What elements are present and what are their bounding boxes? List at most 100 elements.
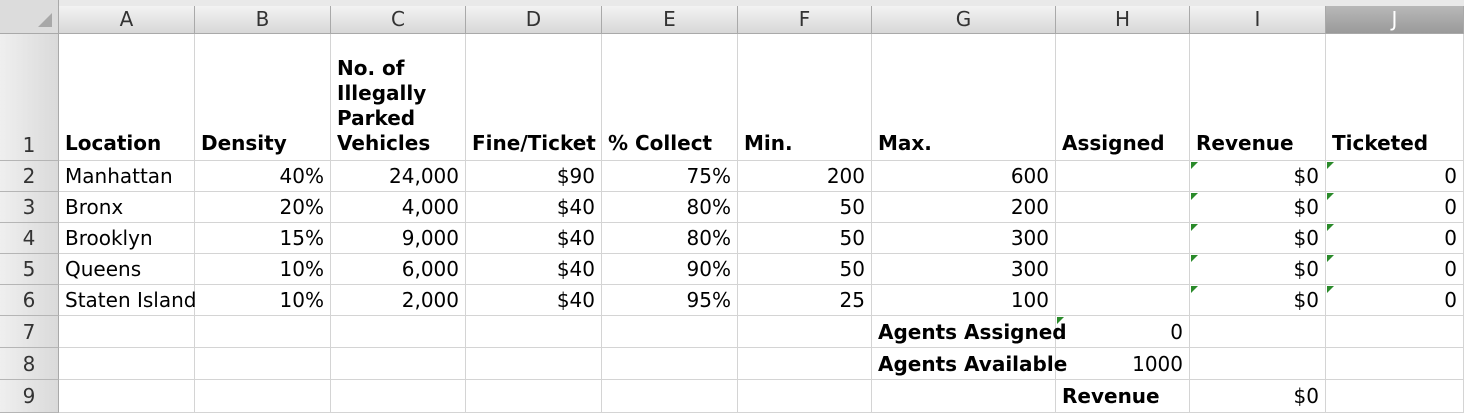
agents-assigned-label[interactable]: Agents Assigned (872, 316, 1067, 348)
cell-revenue[interactable]: $0 (1190, 254, 1326, 285)
column-header-e[interactable]: E (602, 6, 738, 34)
row-header-4[interactable]: 4 (0, 223, 59, 254)
cell-min[interactable]: 50 (738, 223, 872, 254)
row-header-2[interactable]: 2 (0, 161, 59, 192)
header-assigned[interactable]: Assigned (1056, 34, 1190, 161)
cell-location[interactable]: Staten Island (59, 285, 196, 316)
cell-location[interactable]: Manhattan (59, 161, 195, 192)
cell-density[interactable]: 10% (195, 254, 331, 285)
cell-collect[interactable]: 80% (602, 223, 738, 254)
column-header-f[interactable]: F (738, 6, 872, 34)
cell-assigned[interactable] (1056, 192, 1190, 223)
cell-assigned[interactable] (1056, 254, 1190, 285)
header-min[interactable]: Min. (738, 34, 872, 161)
cell-fine[interactable]: $40 (466, 223, 602, 254)
cell[interactable] (331, 380, 466, 413)
header-max[interactable]: Max. (872, 34, 1056, 161)
select-all-corner[interactable] (0, 0, 59, 34)
cell[interactable] (738, 348, 872, 380)
cell[interactable] (331, 316, 466, 348)
cell-location[interactable]: Queens (59, 254, 195, 285)
cell-vehicles[interactable]: 9,000 (331, 223, 466, 254)
cell-density[interactable]: 10% (195, 285, 331, 316)
cell-collect[interactable]: 80% (602, 192, 738, 223)
cell-revenue[interactable]: $0 (1190, 285, 1326, 316)
cell-vehicles[interactable]: 4,000 (331, 192, 466, 223)
cell[interactable] (602, 380, 738, 413)
header-revenue[interactable]: Revenue (1190, 34, 1326, 161)
cell-min[interactable]: 50 (738, 254, 872, 285)
row-header-8[interactable]: 8 (0, 348, 59, 380)
cell-ticketed[interactable]: 0 (1326, 223, 1464, 254)
cell-vehicles[interactable]: 6,000 (331, 254, 466, 285)
cell[interactable] (195, 316, 331, 348)
cell-revenue[interactable]: $0 (1190, 161, 1326, 192)
column-header-h[interactable]: H (1056, 6, 1190, 34)
row-header-5[interactable]: 5 (0, 254, 59, 285)
cell[interactable] (466, 380, 602, 413)
cell[interactable] (331, 348, 466, 380)
row-header-7[interactable]: 7 (0, 316, 59, 348)
column-header-j[interactable]: J (1326, 6, 1464, 34)
cell-density[interactable]: 40% (195, 161, 331, 192)
cell-collect[interactable]: 75% (602, 161, 738, 192)
cell-min[interactable]: 50 (738, 192, 872, 223)
cell-ticketed[interactable]: 0 (1326, 285, 1464, 316)
row-header-9[interactable]: 9 (0, 380, 59, 413)
cell[interactable] (195, 348, 331, 380)
cell[interactable] (466, 316, 602, 348)
cell[interactable] (602, 316, 738, 348)
cell[interactable] (872, 380, 1056, 413)
cell[interactable] (602, 348, 738, 380)
cell[interactable] (1326, 316, 1464, 348)
cell[interactable] (466, 348, 602, 380)
cell-fine[interactable]: $40 (466, 285, 602, 316)
cell-revenue[interactable]: $0 (1190, 192, 1326, 223)
total-revenue-value[interactable]: $0 (1190, 380, 1326, 413)
cell[interactable] (195, 380, 331, 413)
column-header-i[interactable]: I (1190, 6, 1326, 34)
cell-revenue[interactable]: $0 (1190, 223, 1326, 254)
cell[interactable] (1190, 348, 1326, 380)
header-collect[interactable]: % Collect (602, 34, 738, 161)
column-header-b[interactable]: B (195, 6, 331, 34)
cell-assigned[interactable] (1056, 285, 1190, 316)
agents-assigned-value[interactable]: 0 (1056, 316, 1190, 348)
cell[interactable] (738, 316, 872, 348)
cell[interactable] (59, 316, 195, 348)
header-fine-ticket[interactable]: Fine/Ticket (466, 34, 602, 161)
cell-collect[interactable]: 90% (602, 254, 738, 285)
cell-max[interactable]: 100 (872, 285, 1056, 316)
row-header-3[interactable]: 3 (0, 192, 59, 223)
column-header-d[interactable]: D (466, 6, 602, 34)
row-header-6[interactable]: 6 (0, 285, 59, 316)
cell-vehicles[interactable]: 24,000 (331, 161, 466, 192)
cell-location[interactable]: Bronx (59, 192, 195, 223)
cell-assigned[interactable] (1056, 223, 1190, 254)
column-header-c[interactable]: C (331, 6, 466, 34)
cell[interactable] (1326, 380, 1464, 413)
header-ticketed[interactable]: Ticketed (1326, 34, 1464, 161)
cell[interactable] (59, 380, 195, 413)
column-header-a[interactable]: A (59, 6, 195, 34)
cell-min[interactable]: 25 (738, 285, 872, 316)
cell[interactable] (738, 380, 872, 413)
cell-location[interactable]: Brooklyn (59, 223, 195, 254)
cell-collect[interactable]: 95% (602, 285, 738, 316)
cell-density[interactable]: 20% (195, 192, 331, 223)
cell-assigned[interactable] (1056, 161, 1190, 192)
cell-vehicles[interactable]: 2,000 (331, 285, 466, 316)
cell-fine[interactable]: $90 (466, 161, 602, 192)
header-density[interactable]: Density (195, 34, 331, 161)
cell-ticketed[interactable]: 0 (1326, 254, 1464, 285)
header-vehicles[interactable]: No. of Illegally Parked Vehicles (331, 34, 466, 161)
cell[interactable] (1326, 348, 1464, 380)
cell-fine[interactable]: $40 (466, 192, 602, 223)
column-header-g[interactable]: G (872, 6, 1056, 34)
cell[interactable] (59, 348, 195, 380)
cell-fine[interactable]: $40 (466, 254, 602, 285)
cell-min[interactable]: 200 (738, 161, 872, 192)
header-location[interactable]: Location (59, 34, 195, 161)
cell-max[interactable]: 200 (872, 192, 1056, 223)
cell-max[interactable]: 300 (872, 223, 1056, 254)
